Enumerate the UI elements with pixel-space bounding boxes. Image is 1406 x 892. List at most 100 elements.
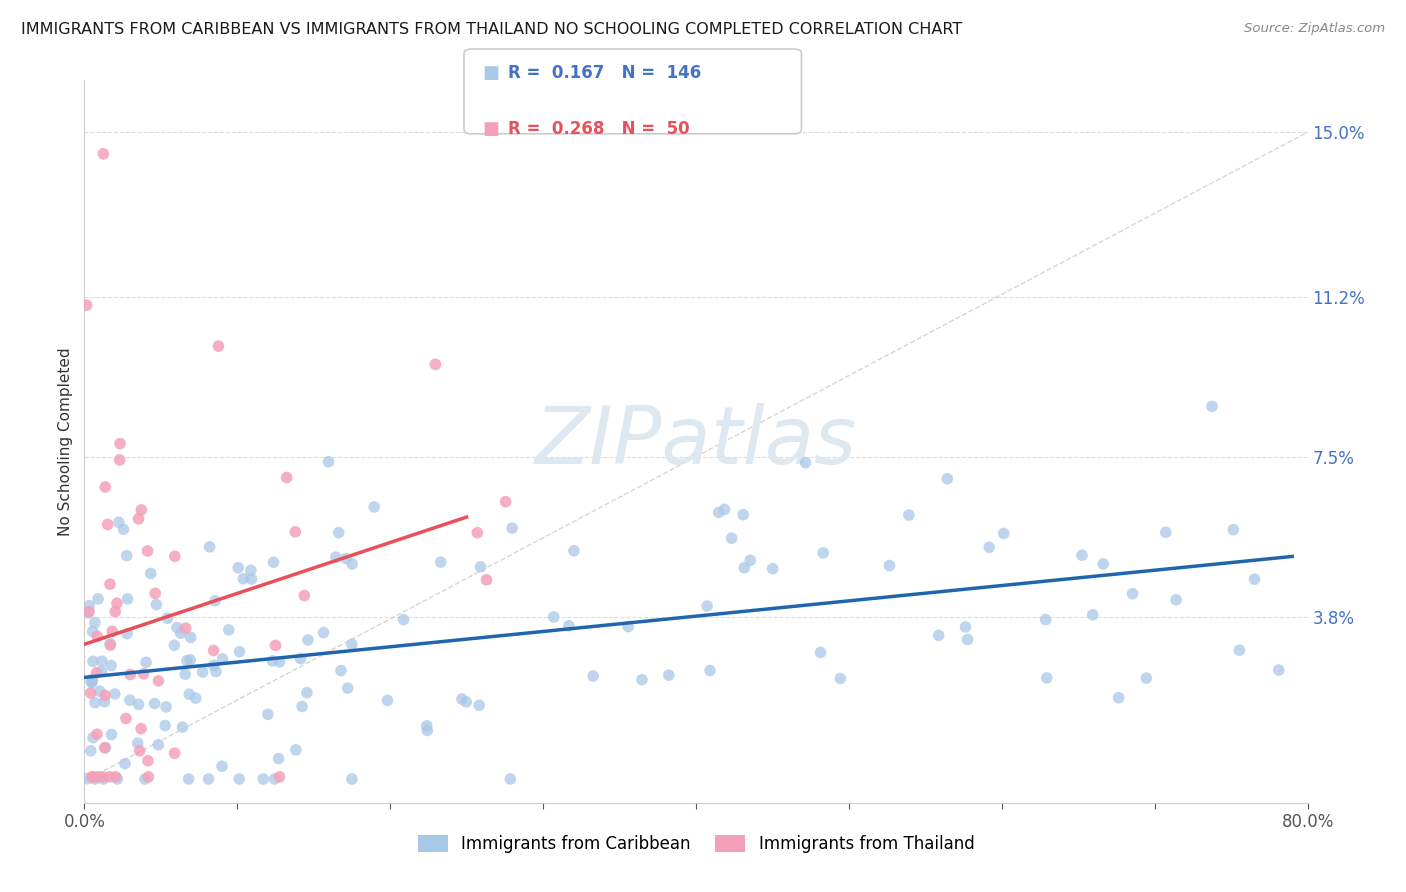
Point bbox=[191, 665, 214, 679]
Point bbox=[94, 480, 117, 494]
Point bbox=[810, 645, 832, 659]
Point bbox=[429, 555, 451, 569]
Point bbox=[148, 738, 170, 752]
Point bbox=[98, 770, 121, 784]
Point bbox=[176, 654, 198, 668]
Point bbox=[582, 669, 605, 683]
Point bbox=[163, 638, 186, 652]
Point bbox=[993, 526, 1015, 541]
Point bbox=[468, 698, 491, 713]
Point bbox=[631, 673, 654, 687]
Point bbox=[82, 672, 104, 686]
Point bbox=[740, 553, 762, 567]
Point bbox=[129, 722, 152, 736]
Point bbox=[129, 503, 152, 517]
Point bbox=[163, 746, 186, 760]
Point bbox=[87, 591, 110, 606]
Point bbox=[77, 606, 100, 620]
Point bbox=[617, 619, 640, 633]
Point bbox=[211, 652, 233, 666]
Point bbox=[465, 525, 488, 540]
Point bbox=[97, 517, 120, 532]
Point bbox=[180, 631, 202, 645]
Point bbox=[269, 770, 291, 784]
Point bbox=[879, 558, 901, 573]
Point bbox=[82, 654, 104, 668]
Point bbox=[295, 686, 318, 700]
Point bbox=[501, 521, 523, 535]
Point bbox=[172, 720, 194, 734]
Point bbox=[90, 665, 112, 679]
Point bbox=[239, 563, 262, 577]
Point bbox=[733, 508, 755, 522]
Point bbox=[228, 772, 250, 786]
Point bbox=[252, 772, 274, 786]
Point bbox=[475, 573, 498, 587]
Point bbox=[228, 645, 250, 659]
Point bbox=[98, 637, 121, 651]
Point bbox=[284, 524, 307, 539]
Text: R =  0.167   N =  146: R = 0.167 N = 146 bbox=[508, 64, 700, 82]
Point bbox=[897, 508, 920, 522]
Point bbox=[813, 546, 835, 560]
Point bbox=[269, 655, 291, 669]
Point bbox=[696, 599, 718, 613]
Point bbox=[1243, 572, 1265, 586]
Point bbox=[80, 675, 103, 690]
Point bbox=[377, 693, 399, 707]
Point bbox=[118, 693, 141, 707]
Point bbox=[101, 624, 124, 639]
Point bbox=[134, 772, 156, 786]
Point bbox=[340, 557, 363, 571]
Point bbox=[276, 470, 298, 484]
Point bbox=[979, 541, 1001, 555]
Point bbox=[94, 689, 117, 703]
Point bbox=[120, 667, 142, 681]
Point bbox=[128, 744, 150, 758]
Point bbox=[1035, 671, 1057, 685]
Point bbox=[955, 620, 977, 634]
Point bbox=[328, 525, 350, 540]
Point bbox=[336, 681, 359, 695]
Point bbox=[108, 453, 131, 467]
Point bbox=[720, 531, 742, 545]
Point bbox=[416, 723, 439, 738]
Point bbox=[148, 673, 170, 688]
Point bbox=[179, 653, 201, 667]
Point bbox=[340, 637, 363, 651]
Point bbox=[263, 555, 285, 569]
Point bbox=[262, 654, 284, 668]
Point bbox=[115, 549, 138, 563]
Point bbox=[1222, 523, 1244, 537]
Point bbox=[226, 560, 249, 574]
Point bbox=[143, 697, 166, 711]
Point bbox=[84, 696, 107, 710]
Point bbox=[135, 656, 157, 670]
Point bbox=[93, 695, 115, 709]
Point bbox=[91, 770, 114, 784]
Point bbox=[218, 623, 240, 637]
Point bbox=[93, 146, 115, 161]
Point bbox=[114, 756, 136, 771]
Point bbox=[936, 472, 959, 486]
Point bbox=[83, 770, 105, 784]
Point bbox=[86, 727, 108, 741]
Point bbox=[82, 731, 104, 745]
Point bbox=[658, 668, 681, 682]
Point bbox=[108, 436, 131, 450]
Point bbox=[257, 707, 280, 722]
Point bbox=[93, 740, 115, 755]
Point bbox=[1035, 613, 1057, 627]
Point bbox=[425, 357, 447, 371]
Point bbox=[495, 494, 517, 508]
Point bbox=[128, 698, 150, 712]
Point bbox=[163, 549, 186, 564]
Point bbox=[139, 566, 162, 581]
Point bbox=[1164, 592, 1187, 607]
Text: ZIPatlas: ZIPatlas bbox=[534, 402, 858, 481]
Point bbox=[202, 658, 225, 673]
Point bbox=[184, 691, 207, 706]
Point bbox=[830, 672, 852, 686]
Point bbox=[156, 611, 179, 625]
Point bbox=[104, 687, 127, 701]
